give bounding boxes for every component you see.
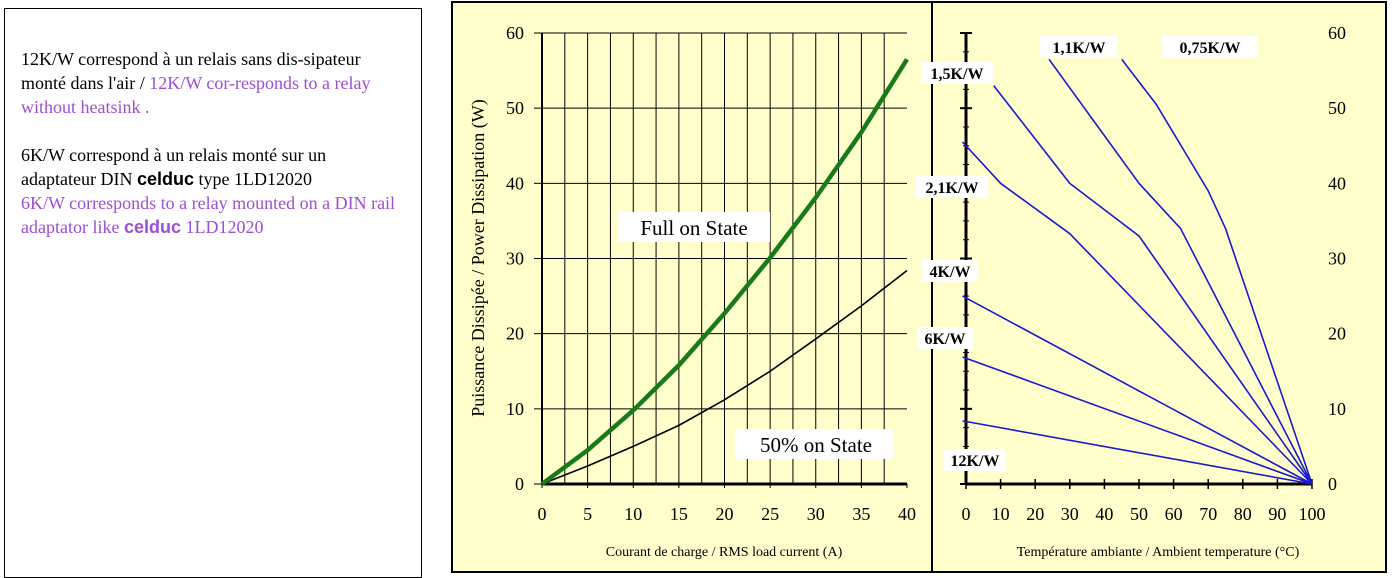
x-tick-label: 20 xyxy=(716,504,734,524)
y-tick-label: 0 xyxy=(515,474,524,494)
full-on-state-curve xyxy=(540,58,909,486)
x-tick-label: 40 xyxy=(1095,504,1113,524)
thermal-line-12k-w xyxy=(962,420,1313,485)
y-tick-label: 30 xyxy=(506,249,524,269)
power-vs-temperature-chart: 0 10 20 30 40 50 60 0 10 20 30 40 50 60 70 80 90 100 Tempé… xyxy=(916,1,1387,573)
x-tick-label: 40 xyxy=(898,504,916,524)
x-axis-title: Température ambiante / Ambient temperatu… xyxy=(1017,545,1300,560)
half-on-state-curve xyxy=(541,269,908,485)
x-tick-label: 100 xyxy=(1299,504,1326,524)
x-tick-label: 10 xyxy=(992,504,1010,524)
y-tick-label: 0 xyxy=(1328,474,1337,494)
series-label: 2,1K/W xyxy=(926,180,979,197)
y-tick-label: 50 xyxy=(506,98,524,118)
thermal-line-6k-w xyxy=(962,356,1313,485)
y-tick-label: 10 xyxy=(506,399,524,419)
half-on-label-background xyxy=(735,429,893,459)
x-tick-label: 25 xyxy=(761,504,779,524)
y-tick-label: 10 xyxy=(1328,399,1346,419)
x-tick-label: 80 xyxy=(1234,504,1252,524)
note-6kw-french-a: 6K/W correspond à un relais monté sur un… xyxy=(21,145,327,189)
y-tick-label: 40 xyxy=(1328,173,1346,193)
series-label-background xyxy=(917,327,973,349)
series-label-background xyxy=(944,449,1006,471)
note-paragraph-6kw-french: 6K/W correspond à un relais monté sur un… xyxy=(21,143,405,191)
note-paragraph-12kw: 12K/W correspond à un relais sans dis-si… xyxy=(21,47,405,119)
series-label-background xyxy=(921,62,993,84)
note-6kw-english-b: 1LD12020 xyxy=(181,217,264,237)
series-label: 6K/W xyxy=(925,331,966,348)
thermal-line-2-1k-w xyxy=(961,141,1313,485)
series-label-background xyxy=(922,260,978,282)
celduc-brand-english: celduc xyxy=(123,217,181,237)
series-label: 12K/W xyxy=(951,453,1000,470)
note-12kw-english: 12K/W cor-responds to a relay without he… xyxy=(21,73,371,117)
note-6kw-english-a: 6K/W corresponds to a relay mounted on a… xyxy=(21,193,396,237)
x-tick-label: 10 xyxy=(624,504,642,524)
x-tick-label: 0 xyxy=(538,504,547,524)
y-tick-label: 50 xyxy=(1328,98,1346,118)
y-tick-label: 60 xyxy=(506,23,524,43)
half-on-state-label: 50% on State xyxy=(760,433,872,457)
note-paragraph-6kw-english: 6K/W corresponds to a relay mounted on a… xyxy=(21,191,405,239)
x-tick-label: 60 xyxy=(1165,504,1183,524)
celduc-brand: celduc xyxy=(136,169,194,189)
x-tick-label: 0 xyxy=(962,504,971,524)
note-box: 12K/W correspond à un relais sans dis-si… xyxy=(4,8,422,578)
thermal-line-1-5k-w xyxy=(993,85,1313,485)
x-tick-label: 50 xyxy=(1130,504,1148,524)
y-tick-label: 20 xyxy=(1328,324,1346,344)
x-axis-title: Courant de charge / RMS load current (A) xyxy=(606,545,843,560)
full-on-label-background xyxy=(618,212,770,242)
thermal-line-0-75k-w xyxy=(1121,58,1313,485)
left-panel-frame xyxy=(451,1,933,573)
series-label-background xyxy=(916,176,988,198)
full-on-state-label: Full on State xyxy=(640,216,747,240)
x-tick-label: 30 xyxy=(807,504,825,524)
y-tick-label: 30 xyxy=(1328,249,1346,269)
x-tick-label: 35 xyxy=(852,504,870,524)
x-tick-label: 70 xyxy=(1199,504,1217,524)
series-label: 1,1K/W xyxy=(1053,40,1106,57)
y-tick-label: 20 xyxy=(506,324,524,344)
x-tick-label: 30 xyxy=(1061,504,1079,524)
series-label: 4K/W xyxy=(930,264,971,281)
series-label-background xyxy=(1162,36,1258,58)
power-vs-current-chart: 0 5 10 15 20 25 30 35 40 0 10 20 30 40 50 60 Courant de … xyxy=(451,1,933,573)
note-6kw-french-b: type 1LD12020 xyxy=(193,169,312,189)
thermal-line-1-1k-w xyxy=(1048,58,1313,485)
thermal-line-4k-w xyxy=(962,295,1313,485)
series-label: 1,5K/W xyxy=(931,66,984,83)
x-tick-label: 15 xyxy=(670,504,688,524)
y-tick-label: 40 xyxy=(506,173,524,193)
series-label-background xyxy=(1040,36,1118,58)
series-label: 0,75K/W xyxy=(1180,40,1241,57)
x-tick-label: 90 xyxy=(1268,504,1286,524)
note-12kw-french: 12K/W correspond à un relais sans dis-si… xyxy=(21,49,361,93)
y-axis-title: Puissance Dissipée / Power Dissipation (… xyxy=(468,99,489,416)
x-tick-label: 5 xyxy=(583,504,592,524)
x-tick-label: 20 xyxy=(1026,504,1044,524)
y-tick-label: 60 xyxy=(1328,23,1346,43)
